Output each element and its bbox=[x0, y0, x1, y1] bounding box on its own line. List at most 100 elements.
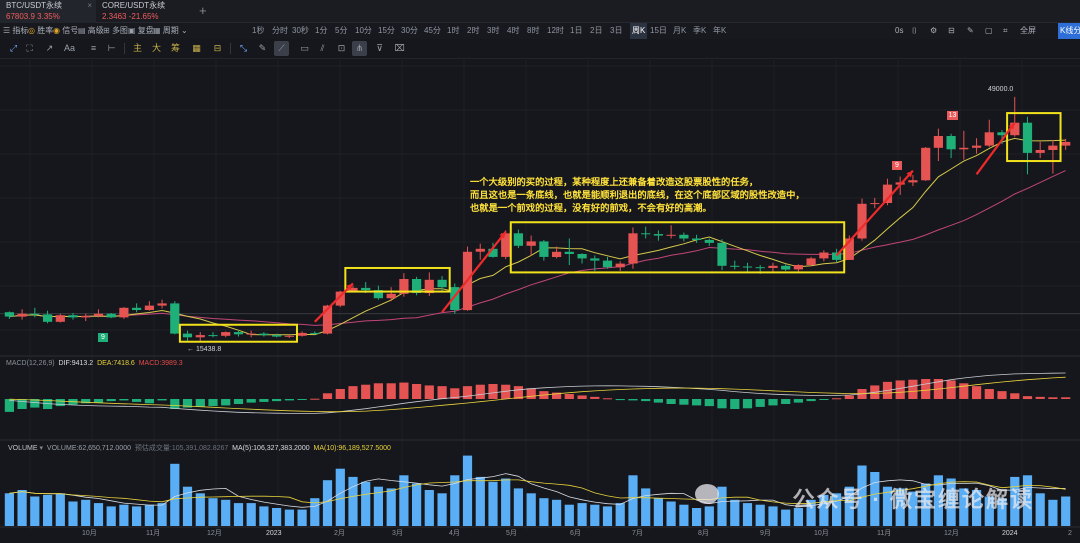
volume-bar bbox=[208, 498, 218, 526]
fullscreen-button[interactable]: 全屏 bbox=[1020, 26, 1036, 35]
interval-tab[interactable]: 15分 bbox=[378, 26, 395, 35]
period-button[interactable]: ▦ 周期 ⌄ bbox=[153, 23, 188, 39]
volume-bar bbox=[348, 476, 358, 526]
layout-icon[interactable]: ⊟ bbox=[948, 26, 955, 35]
interval-tab[interactable]: 年K bbox=[713, 26, 727, 35]
channel-icon[interactable]: ⫽ bbox=[320, 43, 325, 53]
toolbar-label: 周期 ⌄ bbox=[162, 26, 188, 35]
cursor-icon[interactable]: ⤡ bbox=[239, 43, 248, 53]
interval-tab[interactable]: 1日 bbox=[570, 26, 583, 35]
interval-tab[interactable]: 30秒 bbox=[292, 26, 309, 35]
volume-bar bbox=[793, 508, 803, 526]
interval-tab[interactable]: 1秒 bbox=[252, 26, 265, 35]
rect-icon[interactable]: ▭ bbox=[300, 43, 309, 53]
interval-tab[interactable]: 1时 bbox=[447, 26, 460, 35]
annotation-text: 一个大级别的买的过程，某种程度上还兼备着改造这股票股性的任务， 而且这也是一条底… bbox=[470, 177, 805, 213]
expand-icon[interactable]: ⤢ bbox=[9, 43, 18, 53]
interval-tab[interactable]: 30分 bbox=[401, 26, 418, 35]
volume-bar bbox=[513, 488, 523, 526]
volume-bar bbox=[68, 501, 78, 526]
volume-bar bbox=[984, 496, 994, 526]
macd-bar bbox=[781, 399, 791, 404]
drawing-toolbar: ⤢ ⛶ ↗ Aa ≡ ⊢ 主 大 筹 ▦ ⊟ ⤡ ✎ ⟋ ▭ ⫽ ⊡ ⋔ ⊽ ⌧ bbox=[0, 39, 1080, 59]
layout-icon[interactable]: ⊟ bbox=[213, 43, 222, 53]
image-icon[interactable]: ⊡ bbox=[337, 43, 346, 53]
macd-bar bbox=[742, 399, 753, 409]
interval-tab[interactable]: 季K bbox=[693, 26, 707, 35]
volume-bar bbox=[373, 486, 383, 526]
interval-tab[interactable]: 2日 bbox=[590, 26, 603, 35]
advanced-button[interactable]: ▤ 高级 bbox=[78, 23, 104, 39]
volume-bar bbox=[781, 509, 791, 526]
macd-bar bbox=[221, 399, 231, 406]
interval-tab[interactable]: 月K bbox=[673, 26, 687, 35]
settings-icon[interactable]: ⚙ bbox=[930, 26, 938, 35]
volume-bar bbox=[908, 491, 918, 526]
multi-chart-button[interactable]: ⊞ 多图 bbox=[103, 23, 128, 39]
list-button[interactable]: ☰ 指标 bbox=[3, 23, 28, 39]
fullscreen-icon[interactable]: ⛶ bbox=[26, 43, 33, 53]
snapshot-icon[interactable]: ⌗ bbox=[1003, 26, 1008, 35]
text-tool[interactable]: Aa bbox=[63, 43, 75, 53]
volume-bar bbox=[844, 486, 854, 526]
close-icon[interactable]: × bbox=[87, 1, 92, 10]
interval-tab[interactable]: 1分 bbox=[315, 26, 328, 35]
x-axis-label: 10月 bbox=[82, 530, 97, 537]
interval-tab[interactable]: 45分 bbox=[424, 26, 441, 35]
magnet-icon[interactable]: ⋔ bbox=[352, 41, 367, 56]
macd-bar bbox=[322, 393, 333, 399]
volume-bar bbox=[335, 468, 345, 526]
volume-bar bbox=[564, 504, 574, 526]
filter-icon[interactable]: ⊽ bbox=[376, 43, 383, 53]
window-icon[interactable]: ▢ bbox=[985, 26, 993, 35]
interval-tab[interactable]: 15日 bbox=[650, 26, 667, 35]
big-tool[interactable]: 大 bbox=[151, 43, 161, 53]
interval-tab[interactable]: 3日 bbox=[610, 26, 623, 35]
exchange-badge[interactable]: K线分 bbox=[1058, 23, 1080, 39]
volume-bar bbox=[819, 494, 829, 526]
tab-core-usdt[interactable]: CORE/USDT永续 2.3463 -21.65% bbox=[96, 0, 192, 23]
trendline-icon[interactable]: ⟋ bbox=[274, 41, 289, 56]
edit-icon[interactable]: ✎ bbox=[967, 26, 974, 35]
add-tab-icon[interactable]: + bbox=[199, 3, 207, 18]
tab-btc-usdt[interactable]: BTC/USDT永续 67803.9 3.35% × bbox=[0, 0, 96, 23]
interval-tab[interactable]: 10分 bbox=[355, 26, 372, 35]
grid-icon[interactable]: ▦ bbox=[192, 43, 201, 53]
main-tool[interactable]: 主 bbox=[132, 43, 142, 53]
volume-ma5: MA(5):106,327,383.2000 bbox=[232, 445, 310, 452]
volume-bar bbox=[895, 488, 905, 526]
interval-tab[interactable]: 12时 bbox=[547, 26, 564, 35]
volume-bar bbox=[272, 508, 282, 526]
interval-tab[interactable]: 5分 bbox=[335, 26, 348, 35]
interval-tab[interactable]: 2时 bbox=[467, 26, 480, 35]
0s-label[interactable]: 0s bbox=[895, 26, 904, 35]
interval-tab[interactable]: 4时 bbox=[507, 26, 520, 35]
replay-button[interactable]: ▣ 复盘 bbox=[128, 23, 154, 39]
volume-bar bbox=[755, 504, 765, 526]
camera-icon[interactable]: ⌷ bbox=[912, 26, 917, 35]
candle-body bbox=[552, 251, 562, 257]
ruler-icon[interactable]: ⊢ bbox=[107, 43, 116, 53]
volume-bar bbox=[1048, 499, 1058, 526]
macd-bar bbox=[984, 389, 994, 399]
candle-body bbox=[284, 335, 294, 337]
macd-bar bbox=[386, 383, 396, 399]
rate-button[interactable]: ◎ 胜率 bbox=[28, 23, 53, 39]
interval-tab[interactable]: 周K bbox=[630, 23, 648, 39]
interval-tab[interactable]: 3时 bbox=[487, 26, 500, 35]
signal-button[interactable]: ◉ 信号 bbox=[53, 23, 78, 39]
interval-tab[interactable]: 分时 bbox=[272, 26, 288, 35]
arrow-icon[interactable]: ↗ bbox=[45, 43, 54, 53]
candle-body bbox=[30, 313, 40, 315]
trash-icon[interactable]: ⌧ bbox=[394, 43, 405, 53]
candle-body bbox=[233, 332, 244, 335]
interval-tab[interactable]: 8时 bbox=[527, 26, 540, 35]
volume-bar bbox=[704, 506, 714, 526]
macd-bar bbox=[755, 399, 765, 407]
pencil-icon[interactable]: ✎ bbox=[258, 43, 267, 53]
candle-body bbox=[310, 332, 320, 334]
list-icon[interactable]: ≡ bbox=[90, 43, 97, 53]
x-axis-label: 2024 bbox=[1002, 530, 1018, 537]
chip-tool[interactable]: 筹 bbox=[170, 43, 180, 53]
